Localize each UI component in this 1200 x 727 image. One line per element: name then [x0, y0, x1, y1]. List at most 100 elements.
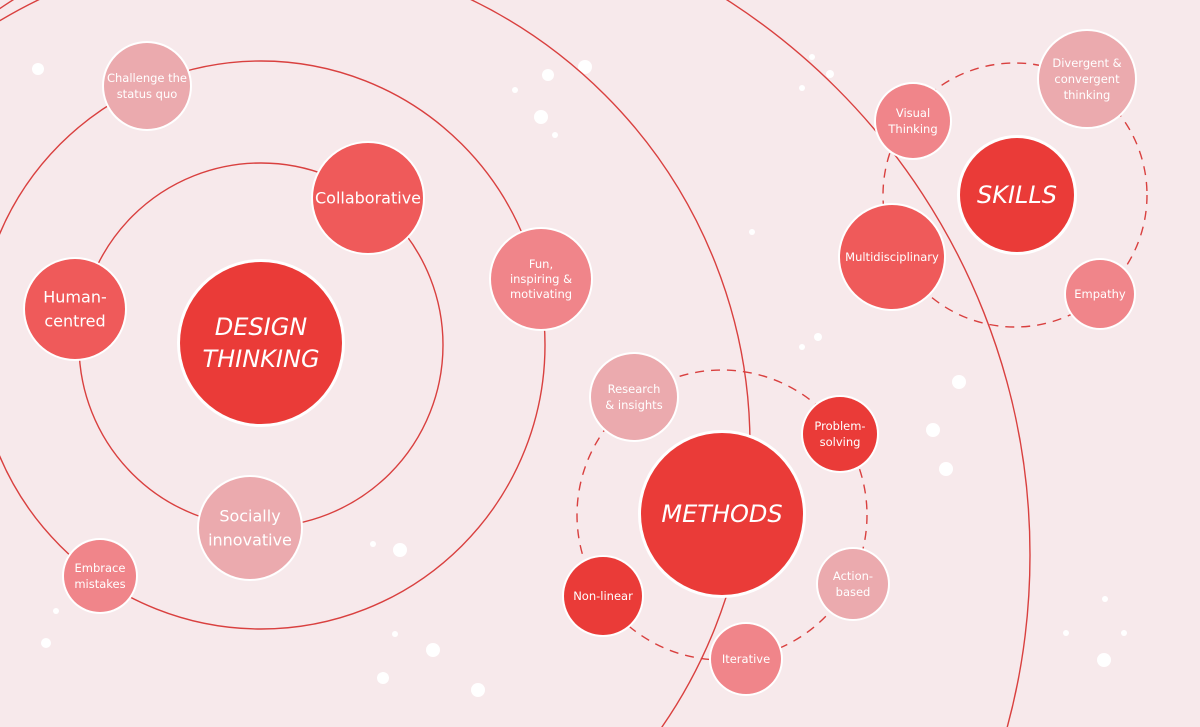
research-insights-node: Research & insights: [589, 352, 679, 442]
node-label: Challenge the: [107, 71, 187, 85]
node-label: & insights: [605, 398, 662, 412]
node-circle: [818, 549, 888, 619]
problem-solving-node: Problem-solving: [801, 395, 879, 473]
sparkle-dot: [952, 375, 966, 389]
sparkle-dot: [939, 462, 953, 476]
sparkle-dot: [534, 110, 548, 124]
sparkle-dot: [392, 631, 398, 637]
sparkle-dot: [1097, 653, 1111, 667]
sparkle-dot: [512, 87, 518, 93]
node-label: Empathy: [1074, 287, 1126, 301]
skills-core: SKILLS: [957, 135, 1077, 255]
sparkle-dot: [1063, 630, 1069, 636]
outer-orbit: [0, 60, 546, 630]
node-circle: [491, 229, 591, 329]
sparkle-dot: [377, 672, 389, 684]
visual-thinking-node: Visual Thinking: [874, 82, 952, 160]
node-label: METHODS: [661, 500, 782, 528]
node-label: Visual: [896, 106, 930, 120]
iterative-node: Iterative: [709, 622, 783, 696]
action-based-node: Action-based: [816, 547, 890, 621]
sparkle-dot: [542, 69, 554, 81]
node-label: THINKING: [202, 345, 319, 373]
node-label: Divergent &: [1052, 56, 1121, 70]
sparkle-dot: [749, 229, 755, 235]
divergent-convergent-node: Divergent & convergent thinking: [1037, 29, 1137, 129]
sparkle-dot: [826, 70, 834, 78]
node-label: Multidisciplinary: [845, 250, 939, 264]
node-label: SKILLS: [977, 181, 1057, 209]
node-circle: [25, 259, 125, 359]
multidisciplinary-node: Multidisciplinary: [838, 203, 946, 311]
human-centred-node: Human-centred: [23, 257, 127, 361]
design-thinking-core: DESIGN THINKING: [177, 259, 345, 427]
sparkle-dot: [471, 683, 485, 697]
node-label: thinking: [1064, 88, 1111, 102]
sparkle-dot: [809, 54, 815, 60]
node-circle: [840, 205, 944, 309]
sparkle-dot: [552, 132, 558, 138]
node-circle: [1039, 31, 1135, 127]
node-circle: [591, 354, 677, 440]
node-circle: [960, 138, 1074, 252]
nodes-layer: DESIGN THINKING Collaborative Human-centred…: [23, 29, 1137, 696]
node-label: convergent: [1054, 72, 1120, 86]
sparkle-dot: [53, 608, 59, 614]
sparkle-dot: [426, 643, 440, 657]
large-arc-skills: [0, 0, 1031, 727]
empathy-node: Empathy: [1064, 258, 1136, 330]
sparkle-dot: [814, 333, 822, 341]
node-circle: [313, 143, 423, 253]
node-label: inspiring &: [510, 272, 572, 286]
sparkle-dot: [370, 541, 376, 547]
sparkle-dot: [32, 63, 44, 75]
node-label: mistakes: [74, 577, 125, 591]
skills-dashed-orbit: [882, 62, 1148, 328]
node-label: Non-linear: [573, 589, 633, 603]
sparkle-dot: [41, 638, 51, 648]
node-circle: [641, 433, 803, 595]
sparkle-dot: [799, 85, 805, 91]
collaborative-node: Collaborative: [311, 141, 425, 255]
methods-core: METHODS: [638, 430, 806, 598]
node-circle: [711, 624, 781, 694]
node-label: solving: [820, 435, 861, 449]
node-label: Human-: [43, 288, 106, 307]
node-label: innovative: [208, 531, 292, 550]
node-circle: [803, 397, 877, 471]
sparkle-dot: [1102, 596, 1108, 602]
fun-inspiring-node: Fun,inspiring &motivating: [489, 227, 593, 331]
node-label: Embrace: [75, 561, 126, 575]
node-label: motivating: [510, 287, 572, 301]
node-circle: [104, 43, 190, 129]
background-dots: [32, 54, 1127, 697]
node-label: based: [836, 585, 871, 599]
node-label: Thinking: [887, 122, 937, 136]
sparkle-dot: [393, 543, 407, 557]
non-linear-node: Non-linear: [562, 555, 644, 637]
node-label: Action-: [833, 569, 873, 583]
node-label: DESIGN: [215, 313, 308, 341]
node-circle: [1066, 260, 1134, 328]
node-circle: [876, 84, 950, 158]
node-label: Problem-: [814, 419, 865, 433]
sparkle-dot: [799, 344, 805, 350]
node-label: status quo: [117, 87, 178, 101]
sparkle-dot: [578, 60, 592, 74]
node-label: Iterative: [722, 652, 770, 666]
node-label: Socially: [219, 507, 280, 526]
challenge-status-quo-node: Challenge the status quo: [102, 41, 192, 131]
node-circle: [64, 540, 136, 612]
node-circle: [180, 262, 342, 424]
node-label: Research: [608, 382, 661, 396]
node-label: Fun,: [529, 257, 553, 271]
node-circle: [564, 557, 642, 635]
sparkle-dot: [926, 423, 940, 437]
node-label: centred: [44, 312, 105, 331]
node-label: Collaborative: [315, 189, 421, 208]
node-circle: [199, 477, 301, 579]
sparkle-dot: [1121, 630, 1127, 636]
embrace-mistakes-node: Embrace mistakes: [62, 538, 138, 614]
socially-innovative-node: Socially innovative: [197, 475, 303, 581]
